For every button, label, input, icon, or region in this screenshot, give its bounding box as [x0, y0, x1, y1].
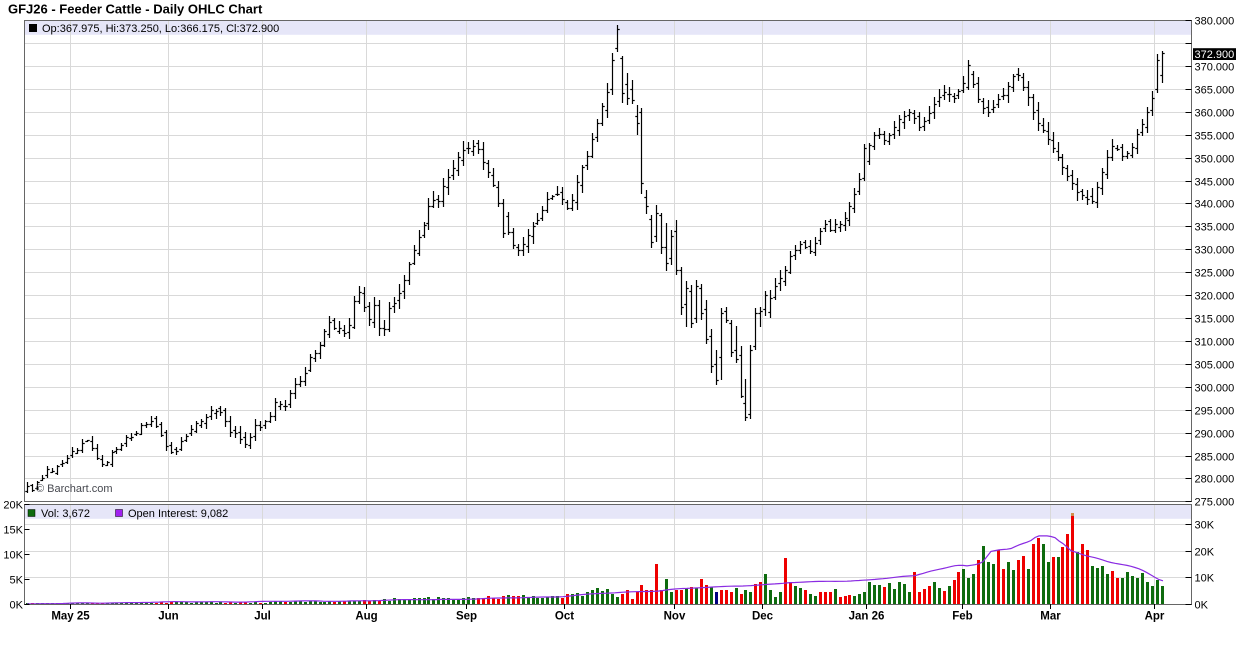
svg-text:Aug: Aug: [355, 611, 377, 623]
svg-text:310.000: 310.000: [1195, 337, 1235, 349]
svg-text:30K: 30K: [1195, 520, 1215, 532]
svg-text:295.000: 295.000: [1195, 406, 1235, 418]
svg-text:0K: 0K: [10, 600, 24, 612]
svg-text:305.000: 305.000: [1195, 360, 1235, 372]
svg-text:285.000: 285.000: [1195, 452, 1235, 464]
svg-text:20K: 20K: [3, 500, 23, 512]
svg-text:5K: 5K: [10, 575, 24, 587]
svg-text:Jul: Jul: [254, 611, 271, 623]
svg-text:325.000: 325.000: [1195, 268, 1235, 280]
svg-text:Sep: Sep: [456, 611, 477, 623]
svg-text:355.000: 355.000: [1195, 131, 1235, 143]
svg-text:0K: 0K: [1195, 600, 1209, 612]
svg-text:345.000: 345.000: [1195, 177, 1235, 189]
svg-text:May 25: May 25: [51, 611, 90, 623]
svg-text:Feb: Feb: [952, 611, 972, 623]
svg-text:10K: 10K: [1195, 573, 1215, 585]
svg-text:Jun: Jun: [158, 611, 178, 623]
svg-text:Op:367.975, Hi:373.250, Lo:366: Op:367.975, Hi:373.250, Lo:366.175, Cl:3…: [42, 23, 279, 35]
svg-text:335.000: 335.000: [1195, 222, 1235, 234]
svg-text:372.900: 372.900: [1195, 49, 1235, 61]
svg-text:Apr: Apr: [1145, 611, 1165, 623]
svg-text:275.000: 275.000: [1195, 497, 1235, 509]
svg-text:280.000: 280.000: [1195, 474, 1235, 486]
svg-text:Open Interest: 9,082: Open Interest: 9,082: [128, 508, 228, 520]
svg-text:Dec: Dec: [752, 611, 774, 623]
svg-text:15K: 15K: [3, 525, 23, 537]
svg-text:290.000: 290.000: [1195, 429, 1235, 441]
svg-text:360.000: 360.000: [1195, 108, 1235, 120]
svg-text:10K: 10K: [3, 550, 23, 562]
svg-text:Jan 26: Jan 26: [849, 611, 885, 623]
svg-text:300.000: 300.000: [1195, 383, 1235, 395]
svg-text:20K: 20K: [1195, 547, 1215, 559]
svg-text:© Barchart.com: © Barchart.com: [36, 483, 113, 495]
svg-text:330.000: 330.000: [1195, 245, 1235, 257]
svg-text:Mar: Mar: [1040, 611, 1061, 623]
svg-text:380.000: 380.000: [1195, 16, 1235, 28]
svg-text:Nov: Nov: [664, 611, 686, 623]
svg-text:340.000: 340.000: [1195, 199, 1235, 211]
svg-text:365.000: 365.000: [1195, 85, 1235, 97]
svg-text:Oct: Oct: [555, 611, 574, 623]
svg-text:GFJ26 - Feeder Cattle - Daily: GFJ26 - Feeder Cattle - Daily OHLC Chart: [8, 2, 263, 17]
svg-text:370.000: 370.000: [1195, 62, 1235, 74]
svg-text:320.000: 320.000: [1195, 291, 1235, 303]
svg-text:315.000: 315.000: [1195, 314, 1235, 326]
svg-text:Vol: 3,672: Vol: 3,672: [41, 508, 90, 520]
svg-text:350.000: 350.000: [1195, 154, 1235, 166]
